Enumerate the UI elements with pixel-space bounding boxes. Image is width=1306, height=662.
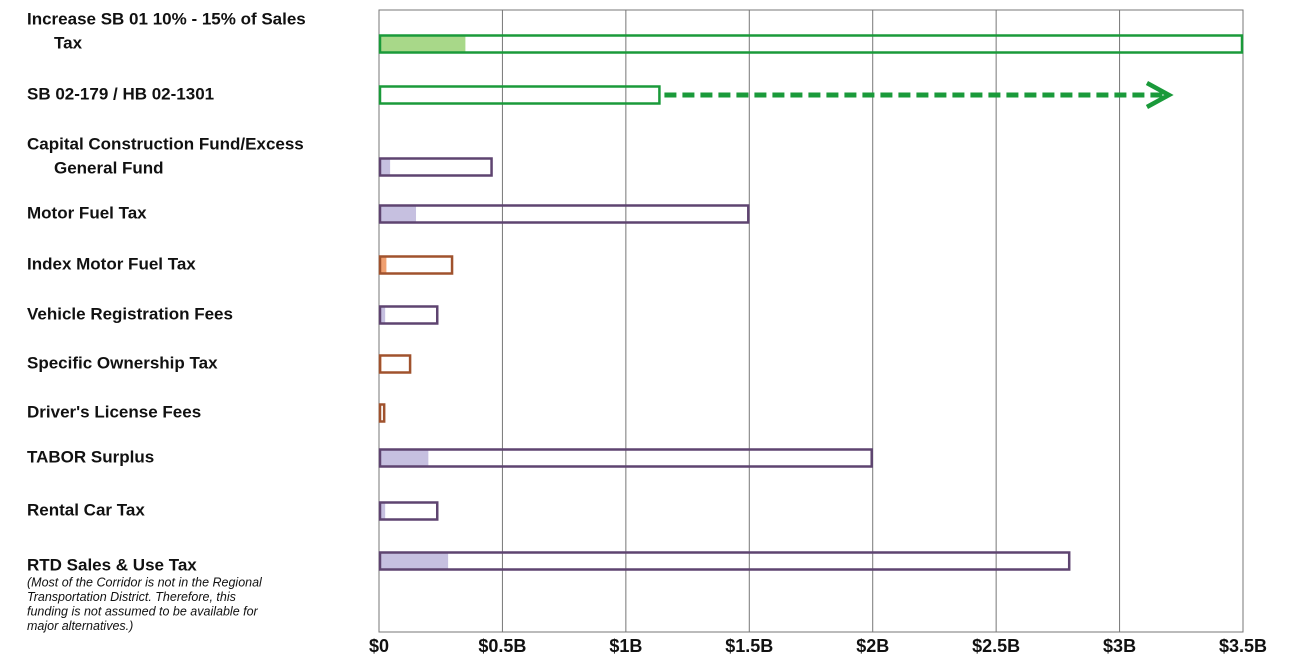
x-tick-label: $3.5B (1219, 636, 1267, 656)
category-label: SB 02-179 / HB 02-1301 (27, 84, 214, 103)
x-tick-label: $3B (1103, 636, 1136, 656)
category-label: RTD Sales & Use Tax (27, 555, 197, 574)
x-tick-label: $0 (369, 636, 389, 656)
arrow-head (1145, 81, 1174, 109)
total-bar (378, 551, 1071, 571)
category-label: TABOR Surplus (27, 447, 154, 466)
category-label: Driver's License Fees (27, 402, 201, 421)
total-bar (378, 448, 873, 468)
total-bar (378, 403, 386, 423)
x-tick-label: $2.5B (972, 636, 1020, 656)
x-tick-label: $2B (856, 636, 889, 656)
share-bar (379, 158, 391, 176)
total-bar (378, 157, 493, 177)
share-bar (379, 35, 466, 53)
category-label: Index Motor Fuel Tax (27, 254, 196, 273)
total-bar (378, 255, 454, 275)
share-bar (379, 205, 417, 223)
total-bar (378, 501, 439, 521)
category-label: General Fund (54, 158, 164, 177)
x-tick-label: $1.5B (725, 636, 773, 656)
category-label: Motor Fuel Tax (27, 203, 147, 222)
share-bar (379, 306, 386, 324)
category-label: Specific Ownership Tax (27, 353, 218, 372)
category-note: (Most of the Corridor is not in the Regi… (27, 575, 263, 589)
category-label: Capital Construction Fund/Excess (27, 134, 304, 153)
x-tick-label: $0.5B (478, 636, 526, 656)
total-bar (378, 34, 1244, 54)
share-bar (379, 552, 449, 570)
category-note: funding is not assumed to be available f… (27, 604, 259, 618)
category-note: major alternatives.) (27, 619, 133, 633)
category-label: Vehicle Registration Fees (27, 304, 233, 323)
category-note: Transportation District. Therefore, this (27, 590, 236, 604)
x-tick-label: $1B (609, 636, 642, 656)
total-bar (378, 85, 661, 105)
category-label: Tax (54, 33, 83, 52)
share-bar (379, 449, 429, 467)
total-bar (378, 204, 750, 224)
total-bar (378, 354, 412, 374)
category-label: Increase SB 01 10% - 15% of Sales (27, 9, 306, 28)
share-bar (379, 256, 387, 274)
category-label: Rental Car Tax (27, 500, 145, 519)
total-bar (378, 305, 439, 325)
share-bar (379, 502, 386, 520)
